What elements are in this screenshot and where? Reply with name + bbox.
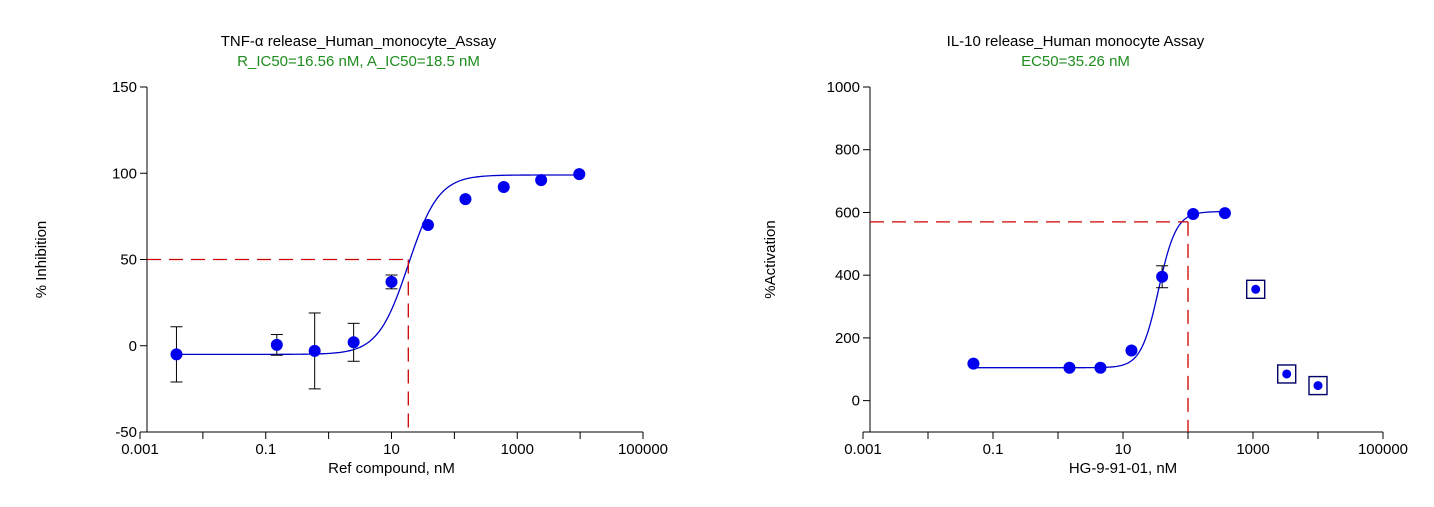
chart-subtitle: R_IC50=16.56 nM, A_IC50=18.5 nM xyxy=(237,53,480,70)
y-tick-label: 0 xyxy=(129,338,137,355)
x-tick-label: 100000 xyxy=(618,441,668,458)
fit-curve xyxy=(973,210,1225,369)
data-point xyxy=(270,338,283,351)
data-point xyxy=(459,193,472,206)
y-tick-label: -50 xyxy=(115,424,137,441)
excluded-point-box xyxy=(1277,364,1297,384)
data-point xyxy=(1094,361,1107,374)
fit-curve xyxy=(176,174,580,356)
chart-title: IL-10 release_Human monocyte Assay xyxy=(946,33,1205,50)
data-point xyxy=(1125,344,1138,357)
y-tick-label: 600 xyxy=(835,204,860,221)
x-axis-label: Ref compound, nM xyxy=(328,460,455,477)
chart-panel-tnf: TNF-α release_Human_monocyte_Assay R_IC5… xyxy=(33,33,668,477)
x-tick-label: 100000 xyxy=(1358,441,1408,458)
data-point xyxy=(967,357,980,370)
data-point xyxy=(385,275,398,288)
y-axis-label: %Activation xyxy=(762,220,779,298)
x-tick-label: 0.001 xyxy=(121,441,159,458)
excluded-point xyxy=(1251,284,1261,294)
excluded-point xyxy=(1313,381,1323,391)
chart-plot-area: -50 0 50 100 150 0.001 0.1 10 1000 100000 Ref comp… xyxy=(33,79,668,477)
data-point xyxy=(1063,361,1076,374)
y-tick-label: 400 xyxy=(835,267,860,284)
y-tick-label: 0 xyxy=(852,393,860,410)
data-point xyxy=(308,344,321,357)
x-axis-label: HG-9-91-01, nM xyxy=(1069,460,1177,477)
x-tick-label: 0.1 xyxy=(255,441,276,458)
chart-plot-area: 0 200 400 600 800 1000 0.001 0.1 10 1000 100000 HG-… xyxy=(762,79,1408,477)
x-tick-label: 1000 xyxy=(501,441,534,458)
y-tick-label: 50 xyxy=(120,252,137,269)
x-tick-label: 10 xyxy=(1115,441,1132,458)
data-point xyxy=(497,181,510,194)
chart-subtitle: EC50=35.26 nM xyxy=(1021,53,1130,70)
y-tick-label: 1000 xyxy=(827,79,860,96)
data-point xyxy=(170,348,183,361)
excluded-point-box xyxy=(1245,279,1266,299)
excluded-point-box xyxy=(1308,375,1328,396)
x-tick-label: 1000 xyxy=(1236,441,1269,458)
y-axis-label: % Inhibition xyxy=(33,221,50,299)
y-tick-label: 800 xyxy=(835,142,860,159)
y-tick-label: 200 xyxy=(835,330,860,347)
x-tick-label: 0.1 xyxy=(983,441,1004,458)
y-tick-label: 150 xyxy=(112,79,137,96)
y-tick-label: 100 xyxy=(112,165,137,182)
excluded-point xyxy=(1282,369,1292,379)
data-point xyxy=(535,174,548,187)
data-point xyxy=(1156,270,1169,283)
x-tick-label: 10 xyxy=(383,441,400,458)
data-point xyxy=(421,219,434,231)
x-tick-label: 0.001 xyxy=(844,441,882,458)
data-point xyxy=(1218,207,1231,220)
chart-title: TNF-α release_Human_monocyte_Assay xyxy=(220,33,497,50)
data-point xyxy=(347,336,360,349)
data-point xyxy=(1187,208,1200,221)
data-point xyxy=(573,168,586,181)
chart-panel-il10: IL-10 release_Human monocyte Assay EC50=… xyxy=(717,0,1434,507)
